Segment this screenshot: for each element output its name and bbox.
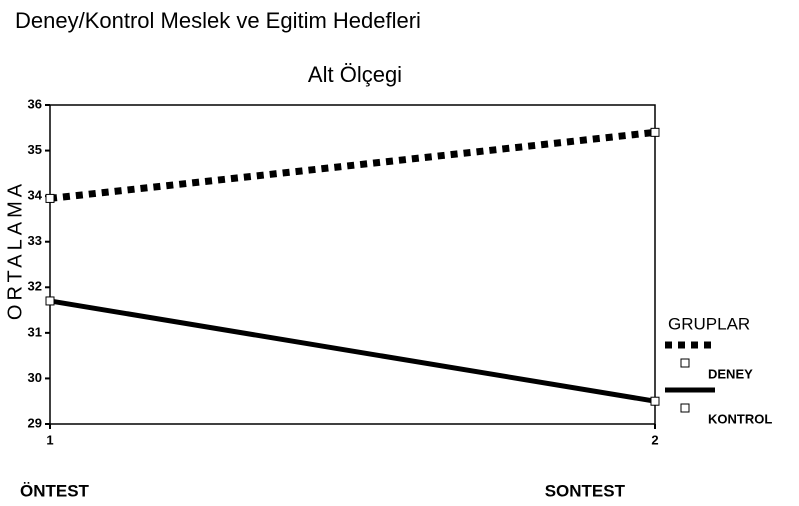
y-axis-label: ORTALAMA (4, 180, 26, 320)
chart-title: Deney/Kontrol Meslek ve Egitim Hedefleri (15, 8, 421, 33)
x-annotation: ÖNTEST (20, 481, 90, 500)
legend-label: DENEY (708, 366, 753, 381)
point-marker (45, 296, 55, 306)
x-tick-label: 1 (46, 432, 53, 447)
legend-marker (680, 358, 690, 368)
point-marker (45, 193, 55, 203)
x-annotation: SONTEST (545, 481, 626, 500)
chart-subtitle: Alt Ölçegi (308, 62, 402, 87)
y-tick-label: 34 (28, 188, 43, 203)
y-tick-label: 36 (28, 96, 42, 111)
legend-marker (680, 403, 690, 413)
y-tick-label: 35 (28, 142, 42, 157)
series-line (49, 128, 656, 202)
legend-title: GRUPLAR (668, 314, 750, 333)
y-tick-label: 30 (28, 370, 42, 385)
series-line (49, 298, 656, 404)
y-tick-label: 31 (28, 324, 42, 339)
point-marker (650, 396, 660, 406)
y-tick-label: 29 (28, 415, 42, 430)
plot-frame (49, 104, 656, 425)
point-marker (650, 127, 660, 137)
y-tick-label: 33 (28, 233, 42, 248)
legend-label: KONTROL (708, 411, 772, 426)
y-tick-label: 32 (28, 279, 42, 294)
x-tick-label: 2 (651, 432, 658, 447)
